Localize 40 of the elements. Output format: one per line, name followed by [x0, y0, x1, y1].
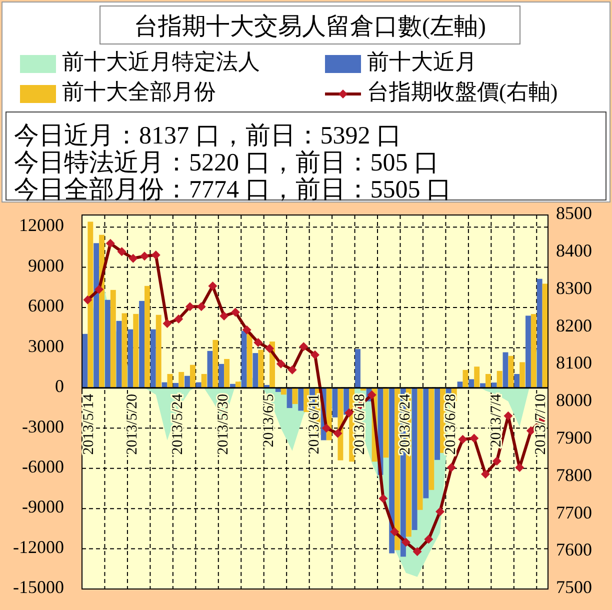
x-tick-label: 2013/6/28 [442, 394, 459, 455]
legend-label: 台指期收盤價(右軸) [367, 79, 558, 104]
legend-label: 前十大全部月份 [62, 79, 216, 104]
y2-tick-label: 8000 [556, 390, 592, 410]
text: 今日特法近月：5220 口，前日：505 口 [14, 150, 439, 177]
x-tick-label: 2013/6/11 [306, 394, 322, 454]
y-tick-label: -9000 [22, 496, 64, 517]
text: 今日全部月份：7774 口，前日：5505 口 [14, 176, 452, 204]
y-tick-label: 0 [55, 376, 64, 396]
y-tick-label: -3000 [22, 416, 64, 436]
y-tick-label: -6000 [22, 456, 64, 476]
y-tick-label: 9000 [28, 255, 64, 276]
text: 今日近月：8137 口，前日：5392 口 [14, 122, 402, 150]
y-tick-label: -15000 [13, 577, 64, 598]
x-tick-label: 2013/6/18 [352, 394, 368, 455]
y2-tick-label: 8200 [556, 315, 592, 336]
y2-tick-label: 8400 [556, 240, 592, 261]
x-tick-label: 2013/5/24 [170, 393, 186, 455]
y2-tick-label: 8300 [556, 278, 592, 298]
y-tick-label: 12000 [19, 215, 64, 236]
x-tick-label: 2013/5/20 [124, 394, 141, 455]
x-tick-label: 2013/6/24 [397, 393, 414, 455]
x-tick-label: 2013/5/30 [216, 394, 232, 455]
y-tick-label: 6000 [28, 296, 64, 316]
y2-tick-label: 8100 [556, 352, 592, 373]
chart-title: 台指期十大交易人留倉口數(左軸) [134, 13, 486, 40]
x-tick-label: 2013/6/5 [260, 394, 277, 448]
x-tick-label: 2013/5/14 [81, 393, 98, 455]
x-tick-label: 2013/7/4 [488, 393, 504, 448]
y-tick-label: 3000 [28, 336, 64, 356]
y2-tick-label: 7600 [556, 540, 592, 560]
x-tick-label: 2013/7/10 [532, 394, 549, 455]
y2-tick-label: 7700 [556, 502, 592, 522]
legend-label: 前十大近月特定法人 [62, 49, 260, 74]
y2-tick-label: 7800 [556, 464, 592, 485]
y-tick-label: -12000 [13, 536, 64, 557]
legend-label: 前十大近月 [367, 49, 477, 74]
y2-tick-label: 8500 [556, 203, 592, 224]
y2-tick-label: 7500 [556, 577, 592, 598]
y2-tick-label: 7900 [556, 428, 592, 448]
